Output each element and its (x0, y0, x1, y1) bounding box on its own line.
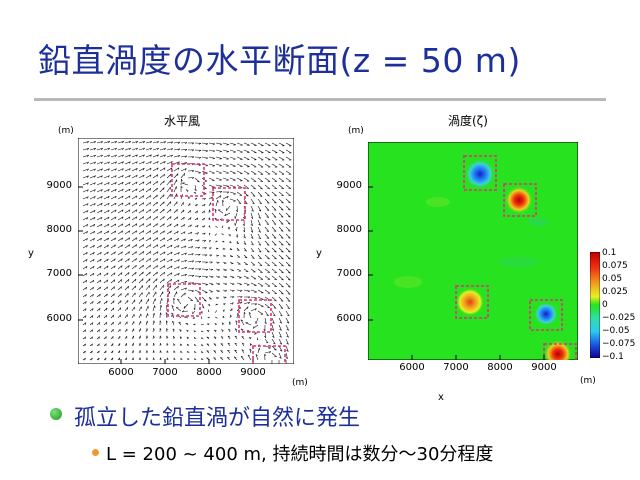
positive-vortex (456, 288, 484, 316)
right-xtick-7000: 7000 (443, 362, 469, 373)
slide-title: 鉛直渦度の水平断面(z = 50 m) (38, 41, 521, 80)
bullet-text-sub: L = 200 ~ 400 m, 持続時間は数分～30分程度 (106, 444, 494, 465)
left-ytick-9000: 9000 (46, 180, 72, 191)
bullet-text-main: 孤立した鉛直渦が自然に発生 (74, 406, 361, 431)
right-panel-title: 渦度(ζ) (448, 114, 488, 128)
colorbar-tick: 0.05 (602, 274, 623, 284)
left-x-unit: (m) (292, 378, 308, 388)
negative-vortex (465, 159, 495, 189)
left-xtick-9000: 9000 (240, 367, 266, 378)
left-ytick-7000: 7000 (46, 268, 72, 279)
right-ytick-8000: 8000 (336, 224, 362, 235)
title-divider (34, 98, 606, 101)
positive-vortex (544, 340, 572, 360)
vortex-box (503, 183, 537, 217)
left-panel-title: 水平風 (164, 114, 201, 128)
wind-arrows (82, 141, 292, 364)
vorticity-plot (368, 142, 578, 360)
right-xtick-8000: 8000 (487, 362, 513, 373)
right-xtick-6000: 6000 (399, 362, 425, 373)
right-y-letter: y (316, 248, 322, 259)
wind-vector-plot (78, 138, 294, 364)
right-xtick-9000: 9000 (531, 362, 557, 373)
positive-vortex (505, 186, 533, 214)
vortex-box (543, 343, 577, 360)
vortex-box (529, 299, 563, 331)
right-ytick-6000: 6000 (336, 313, 362, 324)
negative-vortex (534, 302, 558, 326)
right-ytick-7000: 7000 (336, 268, 362, 279)
vortex-box (463, 155, 497, 191)
vortex-box (252, 345, 286, 364)
left-xtick-7000: 7000 (152, 367, 178, 378)
right-ytick-9000: 9000 (336, 180, 362, 191)
vortex-box (167, 283, 201, 317)
vorticity-vortex-boxes (455, 155, 577, 360)
wind-vortex-boxes (167, 163, 286, 364)
x-axis-letter: x (438, 392, 444, 403)
right-x-unit: (m) (580, 376, 596, 386)
colorbar-tick: 0.075 (602, 261, 628, 271)
bullet-green-icon (50, 408, 62, 420)
colorbar-tick: −0.1 (602, 352, 624, 362)
colorbar-tick: −0.025 (602, 313, 636, 323)
left-xtick-8000: 8000 (196, 367, 222, 378)
left-y-unit: (m) (58, 126, 74, 136)
bullet-orange-icon (92, 449, 99, 456)
left-ytick-6000: 6000 (46, 313, 72, 324)
vortex-box (238, 299, 272, 333)
vortex-box (212, 187, 246, 221)
vortex-box (171, 163, 205, 197)
colorbar-tick: −0.075 (602, 339, 636, 349)
colorbar (590, 252, 600, 358)
colorbar-tick: −0.05 (602, 326, 630, 336)
colorbar-tick: 0.1 (602, 248, 617, 258)
vortex-box (455, 285, 489, 319)
wind-plot-frame (78, 138, 294, 364)
field-texture (394, 197, 548, 288)
colorbar-tick: 0 (602, 300, 608, 310)
vorticity-plot-ticks (368, 186, 545, 360)
left-xtick-6000: 6000 (108, 367, 134, 378)
colorbar-tick: 0.025 (602, 287, 628, 297)
right-y-unit: (m) (348, 126, 364, 136)
left-ytick-8000: 8000 (46, 224, 72, 235)
left-y-letter: y (28, 248, 34, 259)
